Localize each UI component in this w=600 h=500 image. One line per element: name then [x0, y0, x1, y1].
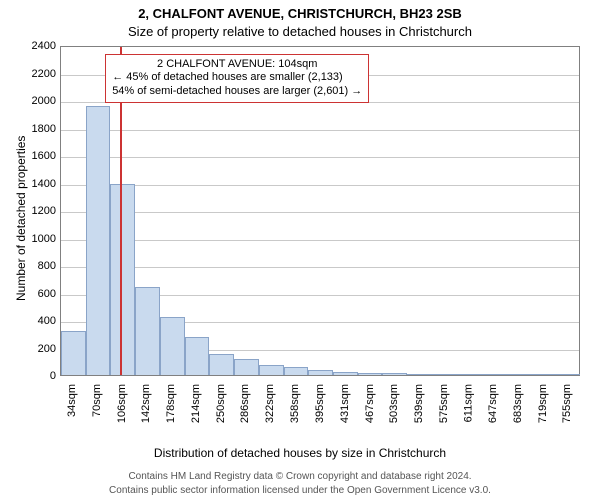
x-tick-label: 467sqm	[364, 384, 376, 423]
histogram-bar	[382, 373, 407, 375]
grid-line	[61, 212, 579, 213]
y-tick-label: 400	[16, 315, 60, 327]
histogram-bar	[531, 374, 556, 375]
x-tick-label: 431sqm	[339, 384, 351, 423]
histogram-bar	[110, 184, 135, 375]
footer-attribution-2: Contains public sector information licen…	[0, 485, 600, 496]
grid-line	[61, 185, 579, 186]
x-tick-label: 142sqm	[141, 384, 153, 423]
x-axis-label: Distribution of detached houses by size …	[0, 446, 600, 460]
y-tick-label: 0	[16, 370, 60, 382]
y-tick-label: 2000	[16, 95, 60, 107]
histogram-bar	[457, 374, 482, 375]
x-tick-label: 250sqm	[215, 384, 227, 423]
x-tick-label: 575sqm	[438, 384, 450, 423]
x-tick-label: 647sqm	[487, 384, 499, 423]
histogram-bar	[308, 370, 333, 375]
annotation-box: 2 CHALFONT AVENUE: 104sqm← 45% of detach…	[105, 54, 369, 103]
histogram-bar	[61, 331, 86, 375]
y-tick-label: 1200	[16, 205, 60, 217]
histogram-bar	[234, 359, 259, 376]
histogram-bar	[333, 372, 358, 375]
histogram-bar	[86, 106, 111, 376]
x-tick-label: 358sqm	[289, 384, 301, 423]
x-tick-label: 178sqm	[165, 384, 177, 423]
chart-title-line1: 2, CHALFONT AVENUE, CHRISTCHURCH, BH23 2…	[0, 6, 600, 21]
histogram-bar	[284, 367, 309, 375]
x-tick-label: 214sqm	[190, 384, 202, 423]
y-tick-label: 2200	[16, 68, 60, 80]
x-tick-label: 719sqm	[537, 384, 549, 423]
annotation-line3: 54% of semi-detached houses are larger (…	[112, 85, 362, 99]
y-tick-label: 1000	[16, 233, 60, 245]
x-tick-label: 70sqm	[91, 384, 103, 417]
chart-title-line2: Size of property relative to detached ho…	[0, 24, 600, 39]
y-tick-label: 1400	[16, 178, 60, 190]
x-tick-label: 34sqm	[66, 384, 78, 417]
grid-line	[61, 267, 579, 268]
x-tick-label: 611sqm	[463, 384, 475, 422]
x-tick-label: 395sqm	[314, 384, 326, 423]
y-tick-label: 1800	[16, 123, 60, 135]
grid-line	[61, 157, 579, 158]
plot-area: 2 CHALFONT AVENUE: 104sqm← 45% of detach…	[60, 46, 580, 376]
x-tick-label: 755sqm	[562, 384, 574, 423]
histogram-bar	[160, 317, 185, 375]
histogram-bar	[432, 374, 457, 375]
y-tick-label: 600	[16, 288, 60, 300]
histogram-bar	[185, 337, 210, 375]
chart-root: { "title_line1": "2, CHALFONT AVENUE, CH…	[0, 0, 600, 500]
y-tick-label: 800	[16, 260, 60, 272]
histogram-bar	[407, 374, 432, 375]
grid-line	[61, 130, 579, 131]
x-tick-label: 503sqm	[389, 384, 401, 423]
histogram-bar	[556, 374, 581, 375]
histogram-bar	[209, 354, 234, 375]
y-tick-label: 1600	[16, 150, 60, 162]
y-tick-label: 200	[16, 343, 60, 355]
histogram-bar	[481, 374, 506, 375]
x-tick-label: 286sqm	[239, 384, 251, 423]
histogram-bar	[506, 374, 531, 375]
histogram-bar	[358, 373, 383, 375]
footer-attribution-1: Contains HM Land Registry data © Crown c…	[0, 471, 600, 482]
grid-line	[61, 240, 579, 241]
y-tick-label: 2400	[16, 40, 60, 52]
x-tick-label: 539sqm	[413, 384, 425, 423]
x-tick-label: 322sqm	[264, 384, 276, 423]
histogram-bar	[259, 365, 284, 375]
x-tick-label: 683sqm	[512, 384, 524, 423]
histogram-bar	[135, 287, 160, 375]
annotation-line2: ← 45% of detached houses are smaller (2,…	[112, 71, 362, 85]
x-tick-label: 106sqm	[116, 384, 128, 423]
annotation-line1: 2 CHALFONT AVENUE: 104sqm	[112, 58, 362, 72]
